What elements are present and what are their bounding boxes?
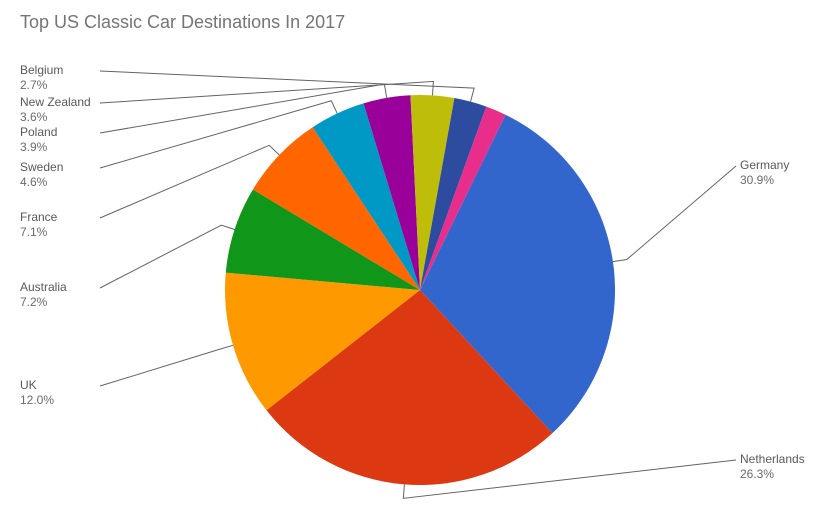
- slice-label-pct: 26.3%: [740, 467, 805, 482]
- slice-label-name: Germany: [740, 158, 789, 173]
- slice-label-france: France7.1%: [20, 210, 57, 240]
- slice-label-name: Netherlands: [740, 452, 805, 467]
- slice-label-netherlands: Netherlands26.3%: [740, 452, 805, 482]
- chart-container: Top US Classic Car Destinations In 2017 …: [0, 0, 837, 517]
- slice-label-pct: 2.7%: [20, 78, 63, 93]
- leader-line: [100, 345, 233, 386]
- slice-label-name: UK: [20, 378, 54, 393]
- slice-label-pct: 30.9%: [740, 173, 789, 188]
- slice-label-pct: 3.6%: [20, 110, 91, 125]
- slice-label-name: Poland: [20, 125, 57, 140]
- slice-label-pct: 7.1%: [20, 225, 57, 240]
- slice-label-pct: 7.2%: [20, 295, 67, 310]
- slice-label-name: Belgium: [20, 63, 63, 78]
- leader-line: [100, 225, 235, 288]
- slice-label-belgium: Belgium2.7%: [20, 63, 63, 93]
- leader-line: [613, 166, 736, 262]
- slice-label-name: Sweden: [20, 160, 63, 175]
- slice-label-name: New Zealand: [20, 95, 91, 110]
- chart-title: Top US Classic Car Destinations In 2017: [20, 12, 345, 33]
- slice-label-uk: UK12.0%: [20, 378, 54, 408]
- slice-label-name: Australia: [20, 280, 67, 295]
- slice-label-pct: 4.6%: [20, 175, 63, 190]
- slice-label-pct: 3.9%: [20, 140, 57, 155]
- slice-label-sweden: Sweden4.6%: [20, 160, 63, 190]
- slice-label-germany: Germany30.9%: [740, 158, 789, 188]
- pie-chart: [225, 95, 615, 485]
- slice-label-name: France: [20, 210, 57, 225]
- slice-label-new-zealand: New Zealand3.6%: [20, 95, 91, 125]
- slice-label-pct: 12.0%: [20, 393, 54, 408]
- slice-label-australia: Australia7.2%: [20, 280, 67, 310]
- slice-label-poland: Poland3.9%: [20, 125, 57, 155]
